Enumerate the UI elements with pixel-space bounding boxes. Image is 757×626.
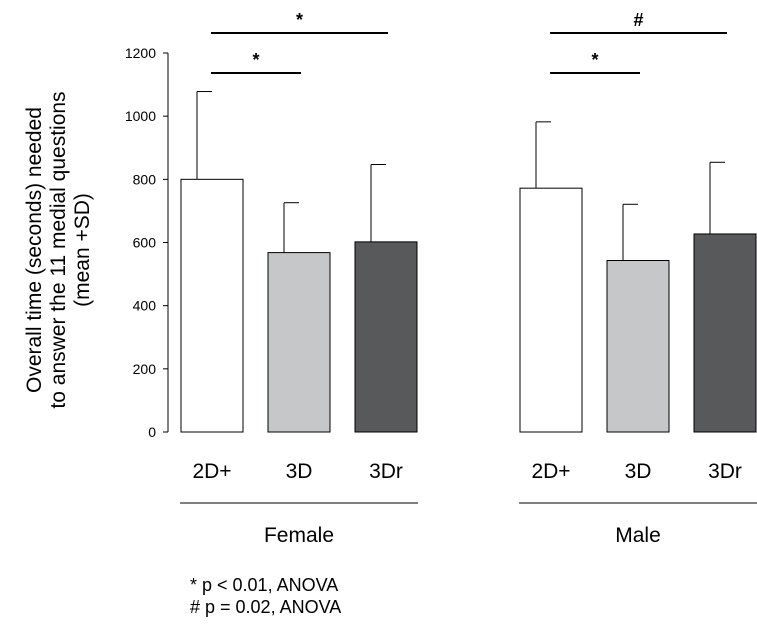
y-tick-label-0: 0	[148, 424, 156, 440]
x-tick-label-female-3dr: 3Dr	[369, 460, 403, 483]
y-tick-label-800: 800	[133, 171, 157, 187]
x-tick-label-male-3d: 3D	[625, 460, 652, 483]
significance-label-0: *	[296, 10, 303, 30]
group-label-male: Male	[615, 524, 661, 547]
significance-label-2: #	[633, 10, 643, 30]
bar-male-3dr	[693, 233, 757, 433]
y-axis-label-line-2: to answer the 11 medial questions	[47, 91, 70, 409]
y-tick-label-200: 200	[133, 361, 157, 377]
x-tick-label-female-2dplus: 2D+	[192, 460, 231, 483]
footnote-significance-hash: # p = 0.02, ANOVA	[190, 597, 342, 617]
y-tick-label-600: 600	[133, 235, 157, 251]
bar-male-3d	[606, 260, 670, 433]
y-tick-label-1200: 1200	[125, 45, 156, 61]
significance-label-3: *	[591, 50, 598, 70]
x-tick-label-male-2dplus: 2D+	[531, 460, 570, 483]
bar-female-2dplus	[180, 178, 244, 433]
y-axis-label: Overall time (seconds) needed to answer …	[4, 60, 114, 440]
y-tick-label-1000: 1000	[125, 108, 156, 124]
significance-label-1: *	[252, 50, 259, 70]
group-label-female: Female	[264, 524, 334, 547]
bar-female-3dr	[354, 241, 418, 433]
x-tick-label-female-3d: 3D	[286, 460, 313, 483]
x-tick-label-male-3dr: 3Dr	[708, 460, 742, 483]
bar-male-2dplus	[519, 187, 583, 433]
footnote-significance-star: * p < 0.01, ANOVA	[190, 575, 339, 595]
y-axis-label-line-1: Overall time (seconds) needed	[23, 107, 46, 393]
bar-female-3d	[267, 252, 331, 433]
footnotes: * p < 0.01, ANOVA # p = 0.02, ANOVA	[190, 574, 341, 618]
y-axis-label-line-3: (mean +SD)	[71, 193, 94, 307]
y-tick-label-400: 400	[133, 298, 157, 314]
